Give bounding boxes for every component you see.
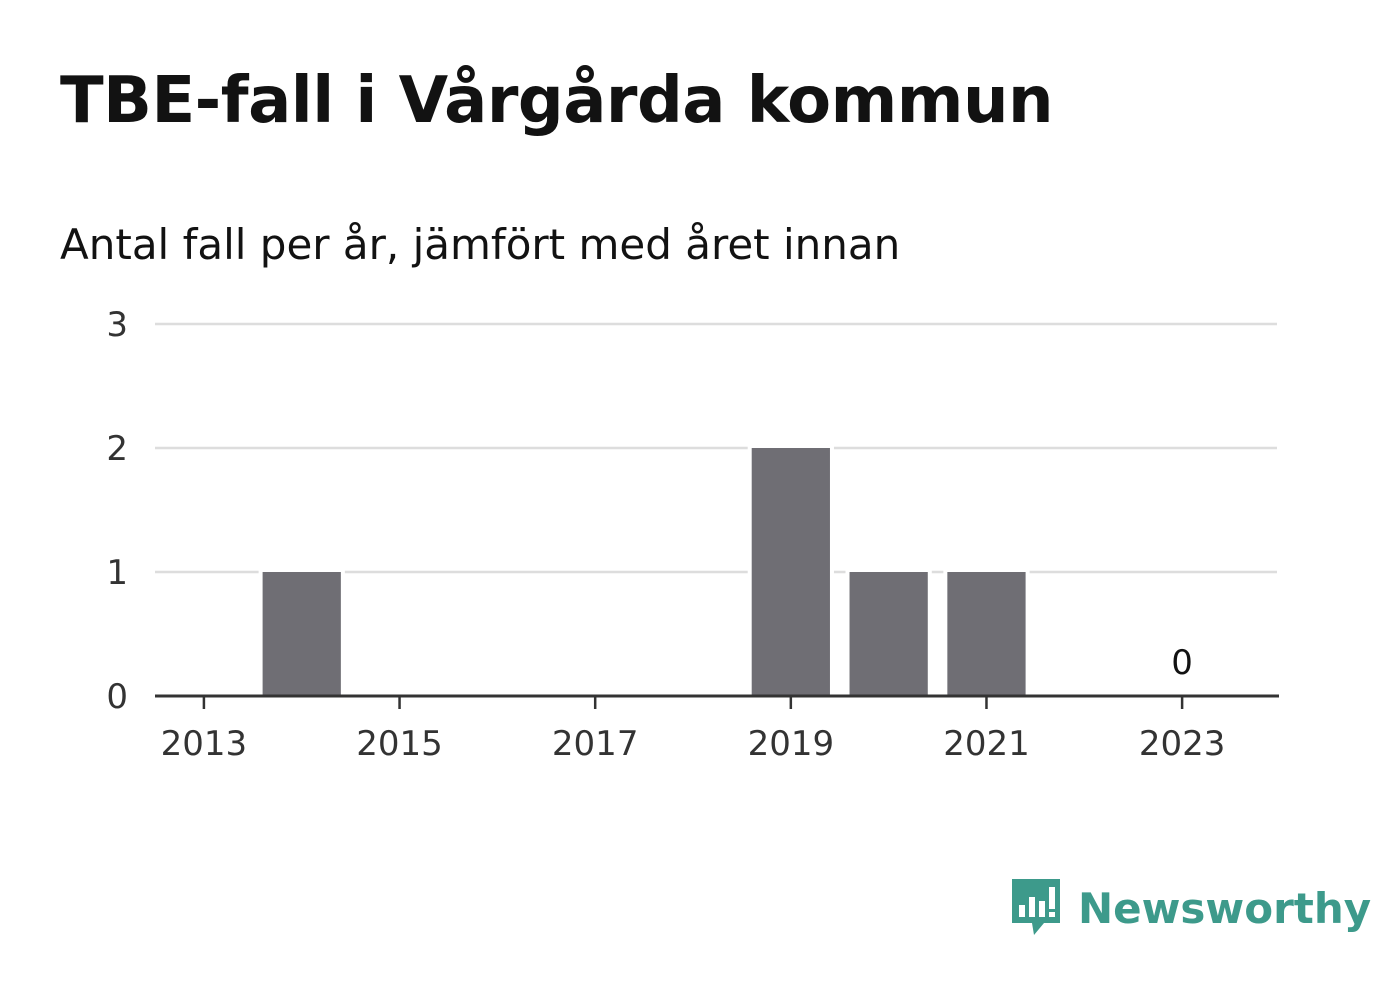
brand-logo: Newsworthy: [1010, 876, 1371, 940]
y-tick-label-3: 3: [106, 305, 128, 345]
labels: 0 1 2 3 2013 2015 2017 2019 2021 2023 0: [106, 305, 1225, 764]
bar-2021: [947, 572, 1026, 696]
gridlines: [155, 322, 1277, 574]
x-tick-label-2013: 2013: [161, 724, 248, 764]
y-tick-label-0: 0: [106, 677, 128, 717]
bar-2020: [849, 572, 928, 696]
bar-2014: [262, 572, 341, 696]
newsworthy-chart-bubble-icon: [1012, 879, 1060, 935]
data-label-2023: 0: [1171, 643, 1193, 683]
brand-name: Newsworthy: [1078, 883, 1372, 933]
y-tick-label-2: 2: [106, 429, 128, 469]
x-tick-label-2023: 2023: [1139, 724, 1226, 764]
x-tick-label-2021: 2021: [943, 724, 1030, 764]
x-tick-label-2019: 2019: [748, 724, 835, 764]
x-tick-label-2017: 2017: [552, 724, 639, 764]
bars: [258, 446, 1030, 696]
y-tick-label-1: 1: [106, 553, 128, 593]
bar-2019: [751, 448, 830, 696]
page-title: TBE-fall i Vårgårda kommun: [60, 64, 1054, 138]
axes: [155, 694, 1279, 709]
chart-subtitle: Antal fall per år, jämfört med året inna…: [60, 220, 901, 269]
x-tick-label-2015: 2015: [356, 724, 443, 764]
